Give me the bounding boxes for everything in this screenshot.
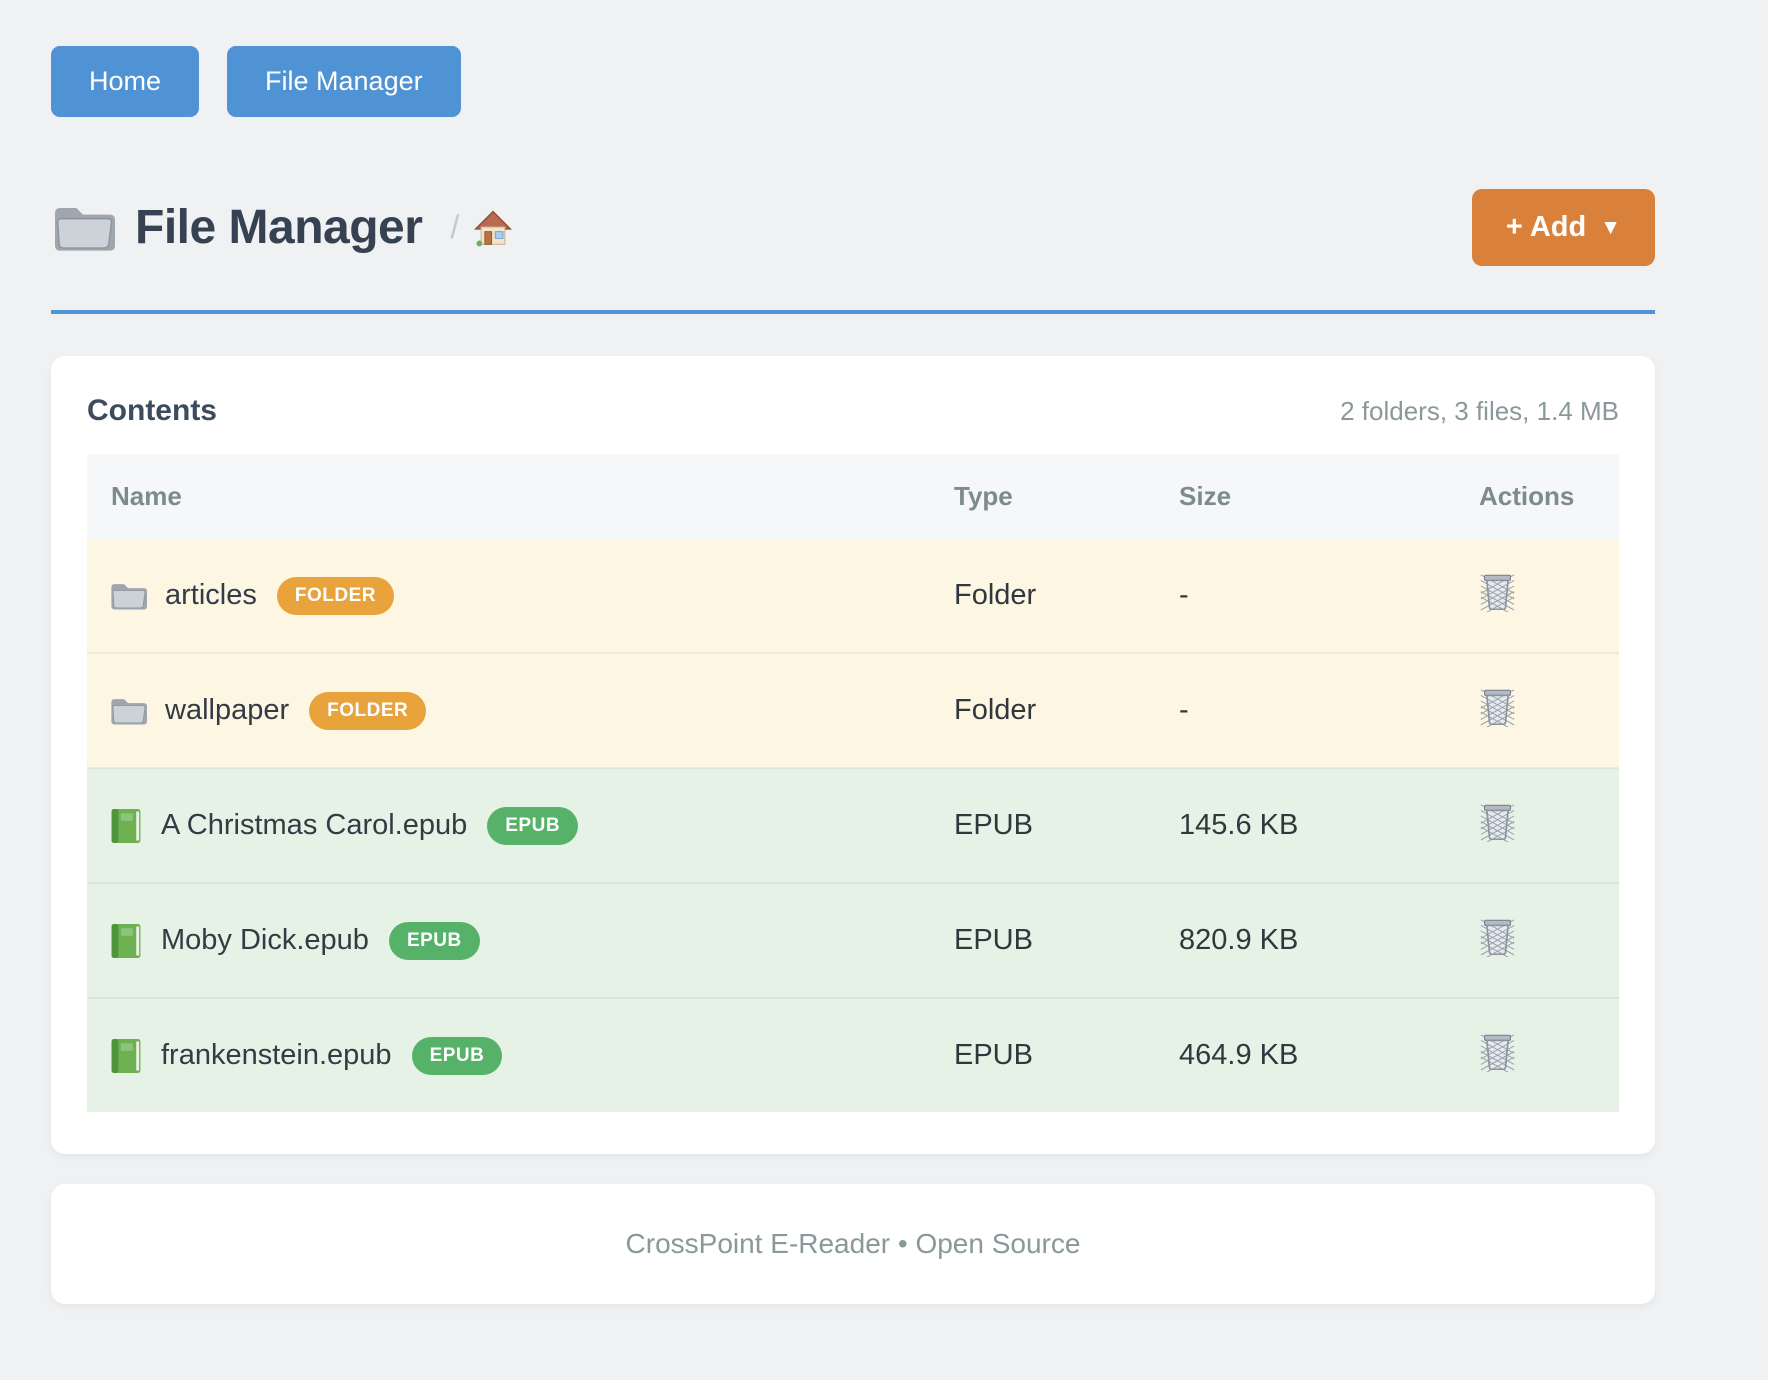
type-badge: EPUB [487, 806, 579, 845]
row-name-link[interactable]: wallpaper [165, 694, 290, 726]
table-row: A Christmas Carol.epub EPUB EPUB 145.6 K… [87, 767, 1619, 883]
wastebasket-icon [1479, 1031, 1516, 1072]
column-header-name: Name [111, 481, 182, 511]
type-badge: EPUB [388, 921, 480, 960]
cell-type: EPUB [954, 882, 1179, 998]
contents-summary: 2 folders, 3 files, 1.4 MB [1340, 396, 1619, 426]
type-badge: FOLDER [309, 691, 427, 730]
wastebasket-icon [1479, 686, 1516, 727]
cell-size: 145.6 KB [1179, 767, 1479, 883]
cell-type: EPUB [954, 767, 1179, 883]
breadcrumb: / [450, 208, 513, 248]
page-header: File Manager / + Add ▼ [51, 189, 1655, 266]
delete-button[interactable] [1479, 801, 1516, 842]
cell-size: - [1179, 579, 1189, 611]
house-icon[interactable] [473, 208, 513, 248]
add-button-label: + Add [1505, 211, 1587, 243]
wastebasket-icon [1479, 801, 1516, 842]
table-row: Moby Dick.epub EPUB EPUB 820.9 KB [87, 882, 1619, 998]
table-header-row: Name Type Size Actions [87, 454, 1619, 539]
breadcrumb-separator: / [450, 209, 460, 245]
cell-size: - [1179, 652, 1479, 768]
cell-size: 464.9 KB [1179, 997, 1479, 1112]
cell-type: Folder [954, 579, 1037, 611]
wastebasket-icon [1479, 571, 1516, 612]
home-button[interactable]: Home [51, 46, 200, 117]
footer-card: CrossPoint E-Reader • Open Source [51, 1184, 1655, 1304]
contents-card: Contents 2 folders, 3 files, 1.4 MB Name… [51, 356, 1655, 1154]
column-header-actions: Actions [1479, 481, 1575, 511]
contents-card-head: Contents 2 folders, 3 files, 1.4 MB [87, 394, 1619, 428]
delete-button[interactable] [1479, 686, 1516, 727]
title-underline [51, 310, 1655, 314]
delete-button[interactable] [1479, 571, 1516, 612]
wastebasket-icon [1479, 916, 1516, 957]
row-name-link[interactable]: articles [165, 579, 257, 611]
column-header-size: Size [1179, 481, 1232, 511]
table-row: articles FOLDER Folder - [87, 539, 1619, 653]
column-header-type: Type [954, 481, 1013, 511]
type-badge: FOLDER [276, 576, 394, 615]
folder-icon [51, 201, 115, 255]
green-book-icon [109, 922, 143, 960]
row-name-link[interactable]: frankenstein.epub [161, 1039, 392, 1071]
contents-heading: Contents [87, 394, 217, 427]
add-button[interactable]: + Add ▼ [1471, 189, 1655, 266]
file-manager-button[interactable]: File Manager [227, 46, 461, 117]
table-row: frankenstein.epub EPUB EPUB 464.9 KB [87, 997, 1619, 1112]
cell-size: 820.9 KB [1179, 882, 1479, 998]
page-title: File Manager [135, 201, 423, 254]
cell-type: Folder [954, 652, 1179, 768]
table-row: wallpaper FOLDER Folder - [87, 652, 1619, 768]
delete-button[interactable] [1479, 1031, 1516, 1072]
green-book-icon [109, 807, 143, 845]
delete-button[interactable] [1479, 916, 1516, 957]
page: Home File Manager File Manager / + Add ▼… [51, 46, 1655, 1304]
folder-icon [109, 579, 147, 613]
files-table: Name Type Size Actions articles FOLDER [87, 454, 1619, 1112]
folder-icon [109, 694, 147, 728]
title-wrap: File Manager / [51, 200, 513, 255]
row-name-link[interactable]: A Christmas Carol.epub [161, 809, 468, 841]
chevron-down-icon: ▼ [1600, 216, 1621, 239]
type-badge: EPUB [411, 1036, 503, 1075]
top-nav: Home File Manager [51, 46, 1655, 117]
row-name-link[interactable]: Moby Dick.epub [161, 924, 369, 956]
green-book-icon [109, 1037, 143, 1075]
cell-type: EPUB [954, 997, 1179, 1112]
footer-text: CrossPoint E-Reader • Open Source [625, 1228, 1081, 1259]
